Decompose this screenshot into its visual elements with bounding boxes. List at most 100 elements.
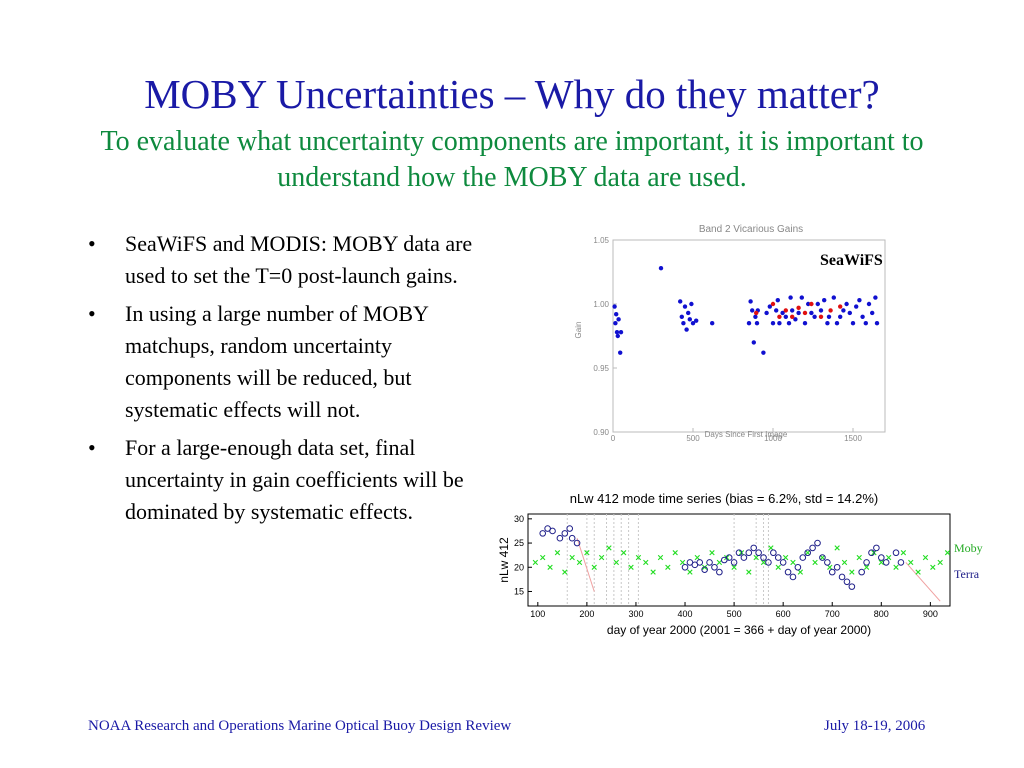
blue-point <box>761 350 766 355</box>
blue-point <box>812 314 817 319</box>
terra-point <box>725 554 733 561</box>
blue-point <box>863 321 868 326</box>
blue-point <box>825 321 830 326</box>
x-tick-label: 500 <box>727 609 742 619</box>
moby-point <box>716 559 723 566</box>
blue-point <box>658 265 664 271</box>
legend-terra: Terra <box>954 567 980 581</box>
terra-point <box>770 549 777 557</box>
terra-point <box>745 549 753 557</box>
terra-point <box>740 554 748 561</box>
red-point <box>754 310 759 316</box>
series-label: SeaWiFS <box>820 252 883 269</box>
moby-point <box>665 564 671 570</box>
blue-point <box>689 301 694 307</box>
moby-point <box>687 569 693 575</box>
blue-point <box>850 321 856 326</box>
y-tick-label: 30 <box>514 514 524 524</box>
blue-point <box>826 314 832 319</box>
red-point <box>777 314 782 319</box>
blue-point <box>831 295 836 300</box>
terra-point <box>730 559 738 566</box>
x-tick-label: 1500 <box>844 434 862 442</box>
terra-point <box>701 566 708 573</box>
moby-point <box>554 550 561 556</box>
red-point <box>828 308 833 313</box>
bullet-item: • For a large-enough data set, final unce… <box>88 432 493 528</box>
y-tick-label: 25 <box>514 538 524 548</box>
bullet-dot: • <box>88 301 96 326</box>
moby-point <box>532 559 539 566</box>
blue-point <box>614 312 619 317</box>
nlw412-chart: nLw 412 mode time series (bias = 6.2%, s… <box>497 491 983 637</box>
blue-point <box>857 297 862 303</box>
moby-point <box>620 550 627 556</box>
blue-point <box>775 297 780 303</box>
terra-point <box>858 568 865 576</box>
terra-point <box>760 554 767 561</box>
moby-point <box>841 559 848 566</box>
blue-point <box>796 310 801 316</box>
moby-point <box>591 564 597 570</box>
terra-point <box>828 568 836 576</box>
red-point <box>796 305 801 311</box>
blue-point <box>613 321 618 326</box>
moby-point <box>709 550 715 556</box>
terra-point <box>848 583 856 590</box>
x-axis-label: Days Since First Image <box>705 430 788 439</box>
blue-point <box>806 301 811 307</box>
moby-point <box>540 554 546 561</box>
terra-point <box>868 549 875 557</box>
blue-point <box>748 299 753 304</box>
terra-point <box>566 525 574 532</box>
moby-point <box>878 559 884 566</box>
moby-point <box>562 569 568 575</box>
blue-point <box>786 321 792 326</box>
moby-point <box>834 545 840 551</box>
moby-point <box>613 559 620 566</box>
moby-point <box>746 569 752 575</box>
x-tick-label: 800 <box>874 609 889 619</box>
plot-frame <box>612 239 886 433</box>
moby-point <box>606 545 612 551</box>
slide-title: MOBY Uncertainties – Why do they matter? <box>144 71 880 117</box>
moby-point <box>930 564 936 570</box>
x-tick-label: 600 <box>776 609 791 619</box>
blue-point <box>788 295 793 300</box>
moby-point <box>628 564 634 570</box>
moby-point <box>812 559 818 566</box>
blue-point <box>777 321 782 326</box>
footer-left: NOAA Research and Operations Marine Opti… <box>88 718 512 734</box>
blue-point <box>686 310 691 316</box>
terra-point <box>696 559 704 566</box>
terra-point <box>838 573 846 581</box>
moby-point <box>775 564 781 570</box>
moby-point <box>598 554 605 561</box>
terra-point <box>794 563 802 571</box>
slide-subtitle: To evaluate what uncertainty components … <box>100 126 924 193</box>
moby-point <box>915 569 921 575</box>
moby-point <box>650 569 656 575</box>
moby-point <box>657 554 664 561</box>
blue-point <box>809 310 814 316</box>
moby-point <box>679 559 686 566</box>
red-point <box>809 301 814 307</box>
red-point <box>818 314 824 319</box>
terra-point <box>784 568 792 576</box>
blue-point <box>783 314 788 319</box>
blue-point <box>841 308 846 313</box>
terra-point <box>892 549 900 557</box>
terra-point <box>843 578 851 586</box>
moby-point <box>635 554 642 561</box>
blue-point <box>679 314 684 319</box>
terra-point <box>556 534 564 542</box>
terra-point <box>789 573 797 581</box>
blue-point <box>874 321 880 326</box>
terra-point <box>561 530 569 537</box>
moby-point <box>547 564 553 570</box>
terra-point <box>878 554 885 561</box>
x-tick-label: 700 <box>825 609 840 619</box>
blue-point <box>854 304 859 309</box>
terra-point <box>819 554 826 561</box>
moby-point <box>797 569 804 575</box>
